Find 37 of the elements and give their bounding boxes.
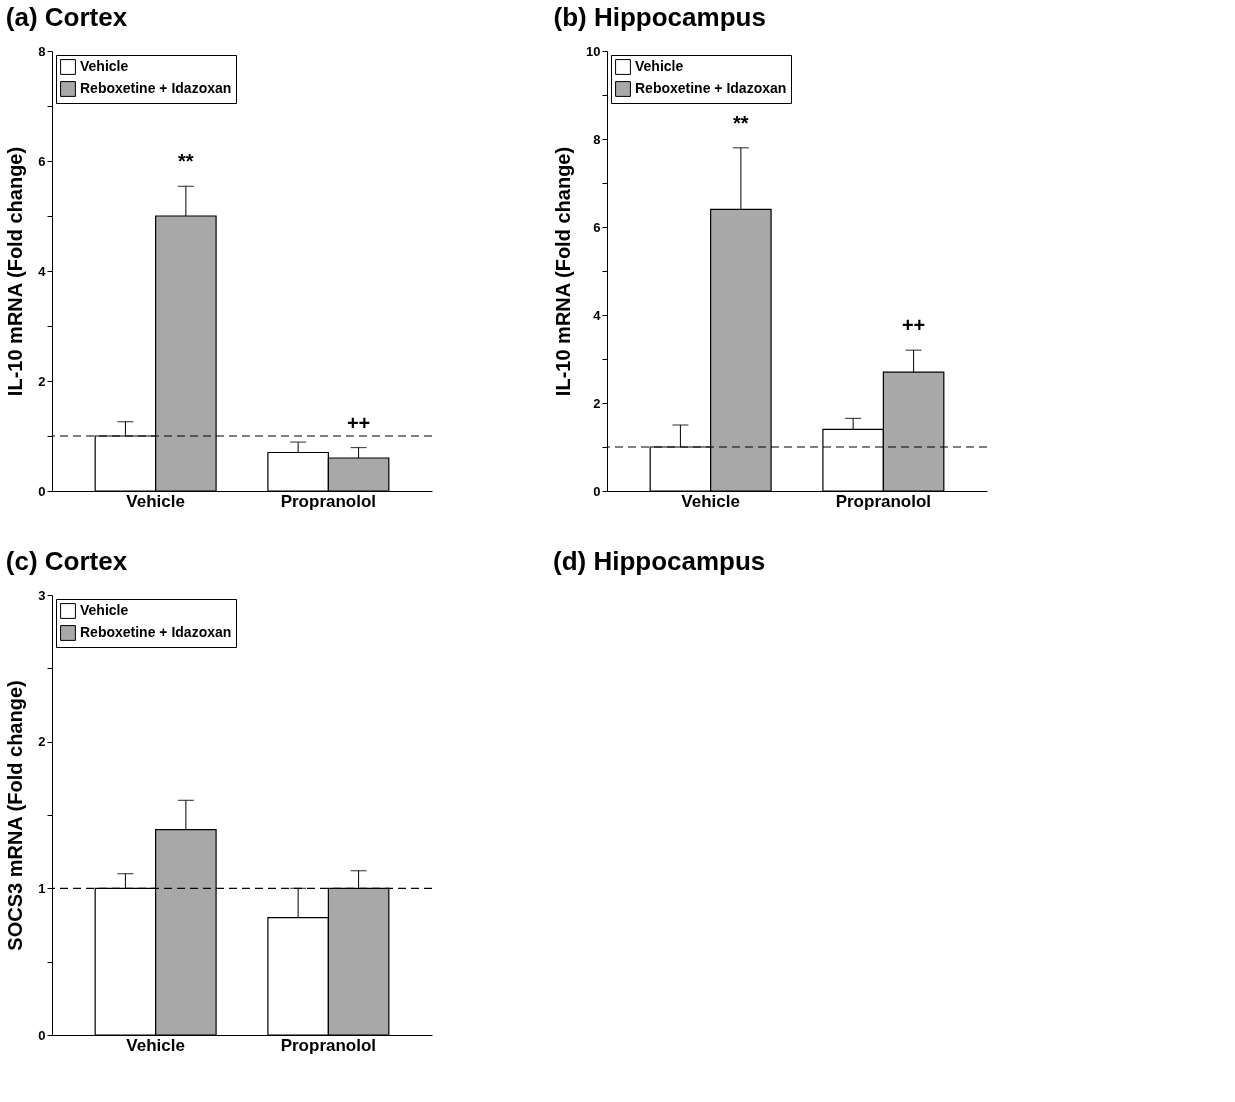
legend-label: Vehicle xyxy=(80,58,129,74)
text: (d) Hippocampus xyxy=(553,546,766,576)
x-tick-label: Propranolol xyxy=(280,1035,377,1055)
x-tick-label: Vehicle xyxy=(126,491,185,511)
legend-label: Vehicle xyxy=(635,58,684,74)
y-tick-label: 0 xyxy=(593,483,601,499)
y-tick-label: 10 xyxy=(586,43,601,59)
annotation: ** xyxy=(178,150,194,173)
chart-title: (c) Cortex xyxy=(5,546,128,576)
chart-title: (b) Hippocampus xyxy=(553,2,766,32)
y-tick-label: 8 xyxy=(38,43,46,59)
x-tick-label: Propranolol xyxy=(835,491,932,511)
y-tick-label: 0 xyxy=(38,483,46,499)
x-tick-label: Vehicle xyxy=(681,491,740,511)
y-axis-title: IL-10 mRNA (Fold change) xyxy=(4,146,27,397)
y-tick-label: 4 xyxy=(593,307,602,323)
legend-label: Reboxetine + Idazoxan xyxy=(80,80,232,96)
y-axis-title: IL-10 mRNA (Fold change) xyxy=(552,146,575,397)
x-tick-label: Propranolol xyxy=(280,491,377,511)
y-tick-label: 6 xyxy=(593,219,601,235)
y-tick-label: 8 xyxy=(593,131,601,147)
y-tick-label: 2 xyxy=(593,395,601,411)
y-tick-label: 2 xyxy=(38,734,46,750)
legend-label: Reboxetine + Idazoxan xyxy=(80,624,232,640)
y-tick-label: 3 xyxy=(38,587,46,603)
annotation: ** xyxy=(733,111,749,134)
y-tick-label: 1 xyxy=(38,880,46,896)
legend-label: Reboxetine + Idazoxan xyxy=(635,80,787,96)
annotation: ++ xyxy=(346,411,371,434)
legend-label: Vehicle xyxy=(80,602,129,618)
y-tick-label: 6 xyxy=(38,153,46,169)
y-tick-label: 4 xyxy=(38,263,47,279)
y-tick-label: 2 xyxy=(38,373,46,389)
chart-title: (a) Cortex xyxy=(5,2,128,32)
y-tick-label: 0 xyxy=(38,1027,46,1043)
annotation: ++ xyxy=(901,314,926,337)
y-axis-title: SOCS3 mRNA (Fold change) xyxy=(4,680,27,951)
